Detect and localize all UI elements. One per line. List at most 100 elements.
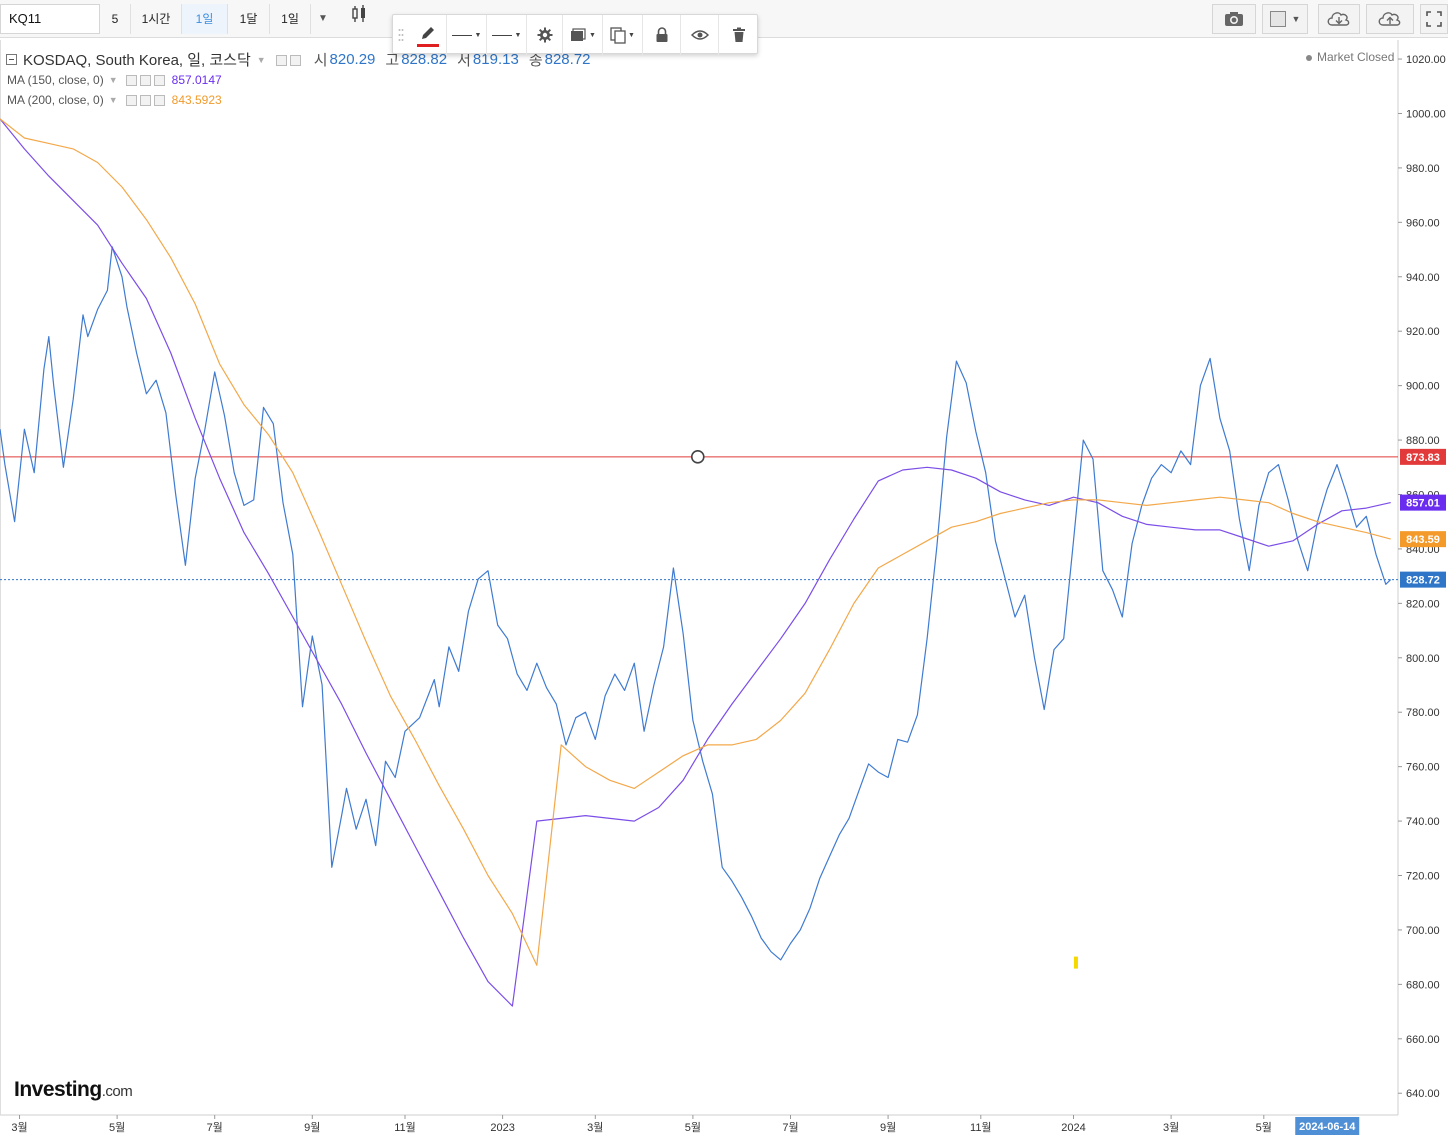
ma150-label: MA (150, close, 0) — [7, 73, 104, 87]
gear-icon[interactable] — [527, 15, 563, 55]
y-tick-label: 920.00 — [1406, 326, 1440, 338]
logo-brand: Investing — [14, 1078, 102, 1101]
eye-icon[interactable] — [125, 94, 137, 106]
timeframe-button[interactable]: 1일 — [182, 4, 228, 34]
line-anchor-handle — [690, 450, 705, 464]
y-tick-label: 1020.00 — [1406, 54, 1446, 66]
x-cursor-label-bg — [1295, 1117, 1360, 1135]
y-tick-label: 1000.00 — [1406, 108, 1446, 120]
series-line — [0, 118, 1391, 1007]
cloud-download-icon[interactable] — [1318, 4, 1360, 34]
close-value: 828.72 — [544, 51, 591, 68]
price-tag-label: 857.01 — [1406, 498, 1440, 510]
x-tick-label: 2024 — [1061, 1122, 1085, 1134]
eye-icon[interactable] — [125, 74, 137, 86]
x-tick-label: 3월 — [11, 1121, 27, 1134]
price-tag-bg — [1400, 448, 1446, 465]
high-value: 828.82 — [401, 51, 448, 68]
low-label: 서 — [457, 52, 471, 69]
close-icon[interactable] — [153, 74, 165, 86]
ma200-legend: MA (200, close, 0) ▼ 843.5923 — [7, 93, 222, 107]
timeframe-button[interactable]: 1일 — [270, 4, 311, 34]
x-tick-label: 3월 — [587, 1121, 603, 1134]
fullscreen-icon[interactable] — [1420, 4, 1448, 34]
gear-icon[interactable] — [139, 94, 151, 106]
price-tag-bg — [1400, 531, 1446, 548]
open-label: 시 — [313, 52, 328, 69]
low-value: 819.13 — [472, 51, 519, 68]
trash-icon[interactable] — [719, 15, 759, 55]
y-tick-label: 640.00 — [1406, 1088, 1440, 1100]
x-tick-label: 5월 — [685, 1121, 701, 1134]
event-marker — [1073, 956, 1078, 969]
visibility-icon[interactable] — [275, 51, 304, 68]
y-tick-label: 800.00 — [1406, 653, 1440, 665]
investing-logo: Investing.com — [14, 1078, 133, 1102]
close-icon[interactable] — [153, 94, 165, 106]
x-tick-label: 11월 — [970, 1121, 992, 1134]
x-cursor-label: 2024-06-14 — [1299, 1121, 1356, 1133]
timeframe-button[interactable]: 5 — [100, 4, 131, 34]
ma150-legend: MA (150, close, 0) ▼ 857.0147 — [7, 73, 222, 87]
eye-icon[interactable] — [681, 15, 719, 55]
ma150-value: 857.0147 — [171, 73, 222, 87]
series-line — [0, 118, 1391, 966]
x-tick-label: 5월 — [109, 1121, 125, 1134]
timeframe-button[interactable]: 1시간 — [131, 4, 182, 34]
market-status-text: Market Closed — [1317, 50, 1395, 64]
price-tag-bg — [1400, 571, 1446, 588]
line-width-icon[interactable]: ▼ — [487, 15, 527, 55]
y-tick-label: 940.00 — [1406, 272, 1440, 284]
symbol-input[interactable]: KQ11 — [0, 4, 100, 34]
line-style-icon[interactable]: ▼ — [447, 15, 487, 55]
x-tick-label: 9월 — [880, 1121, 896, 1134]
fill-icon[interactable]: ▼ — [563, 15, 603, 55]
caret-down-icon[interactable]: ▼ — [318, 13, 328, 24]
x-tick-label: 9월 — [304, 1121, 320, 1134]
x-tick-label: 11월 — [394, 1121, 416, 1134]
x-tick-label: 7월 — [782, 1121, 798, 1134]
copy-icon[interactable]: ▼ — [603, 15, 643, 55]
logo-suffix: .com — [101, 1083, 133, 1100]
close-label: 송 — [528, 52, 543, 69]
y-tick-label: 900.00 — [1406, 381, 1440, 393]
price-tag-label: 843.59 — [1406, 534, 1440, 546]
y-tick-label: 740.00 — [1406, 816, 1440, 828]
status-dot-icon — [1306, 54, 1312, 61]
series-line — [0, 246, 1392, 961]
collapse-toggle-icon[interactable] — [6, 54, 17, 65]
price-tag-bg — [1400, 494, 1446, 511]
drawing-toolbar: ▼ ▼ ▼ ▼ — [392, 14, 759, 55]
caret-down-icon[interactable]: ▼ — [256, 54, 266, 65]
caret-down-icon[interactable]: ▼ — [108, 75, 118, 85]
ma200-label: MA (200, close, 0) — [7, 93, 104, 107]
x-tick-label: 5월 — [1256, 1121, 1272, 1134]
x-tick-label: 2023 — [490, 1122, 514, 1134]
timeframe-button[interactable]: 1달 — [228, 4, 270, 34]
camera-icon[interactable] — [1212, 4, 1256, 34]
cloud-upload-icon[interactable] — [1366, 4, 1414, 34]
x-tick-label: 7월 — [207, 1121, 223, 1134]
ma200-value: 843.5923 — [171, 93, 222, 107]
y-tick-label: 700.00 — [1406, 925, 1440, 937]
price-tag-label: 828.72 — [1406, 575, 1440, 587]
lock-icon[interactable] — [643, 15, 681, 55]
y-tick-label: 680.00 — [1406, 979, 1440, 991]
y-tick-label: 880.00 — [1406, 435, 1440, 447]
pencil-icon[interactable] — [409, 15, 447, 55]
candlestick-icon[interactable] — [344, 4, 374, 34]
y-tick-label: 660.00 — [1406, 1034, 1440, 1046]
open-value: 820.29 — [329, 51, 376, 68]
y-tick-label: 720.00 — [1406, 871, 1440, 883]
x-tick-label: 3월 — [1163, 1121, 1179, 1134]
y-tick-label: 820.00 — [1406, 598, 1440, 610]
high-label: 고 — [385, 52, 400, 69]
y-tick-label: 760.00 — [1406, 762, 1440, 774]
color-box-icon[interactable]: ▼ — [1262, 4, 1308, 34]
gear-icon[interactable] — [139, 74, 151, 86]
legend-title: KOSDAQ, South Korea, 일, 코스닥 — [23, 52, 251, 69]
caret-down-icon[interactable]: ▼ — [108, 95, 118, 105]
drag-handle-icon[interactable] — [393, 15, 409, 55]
